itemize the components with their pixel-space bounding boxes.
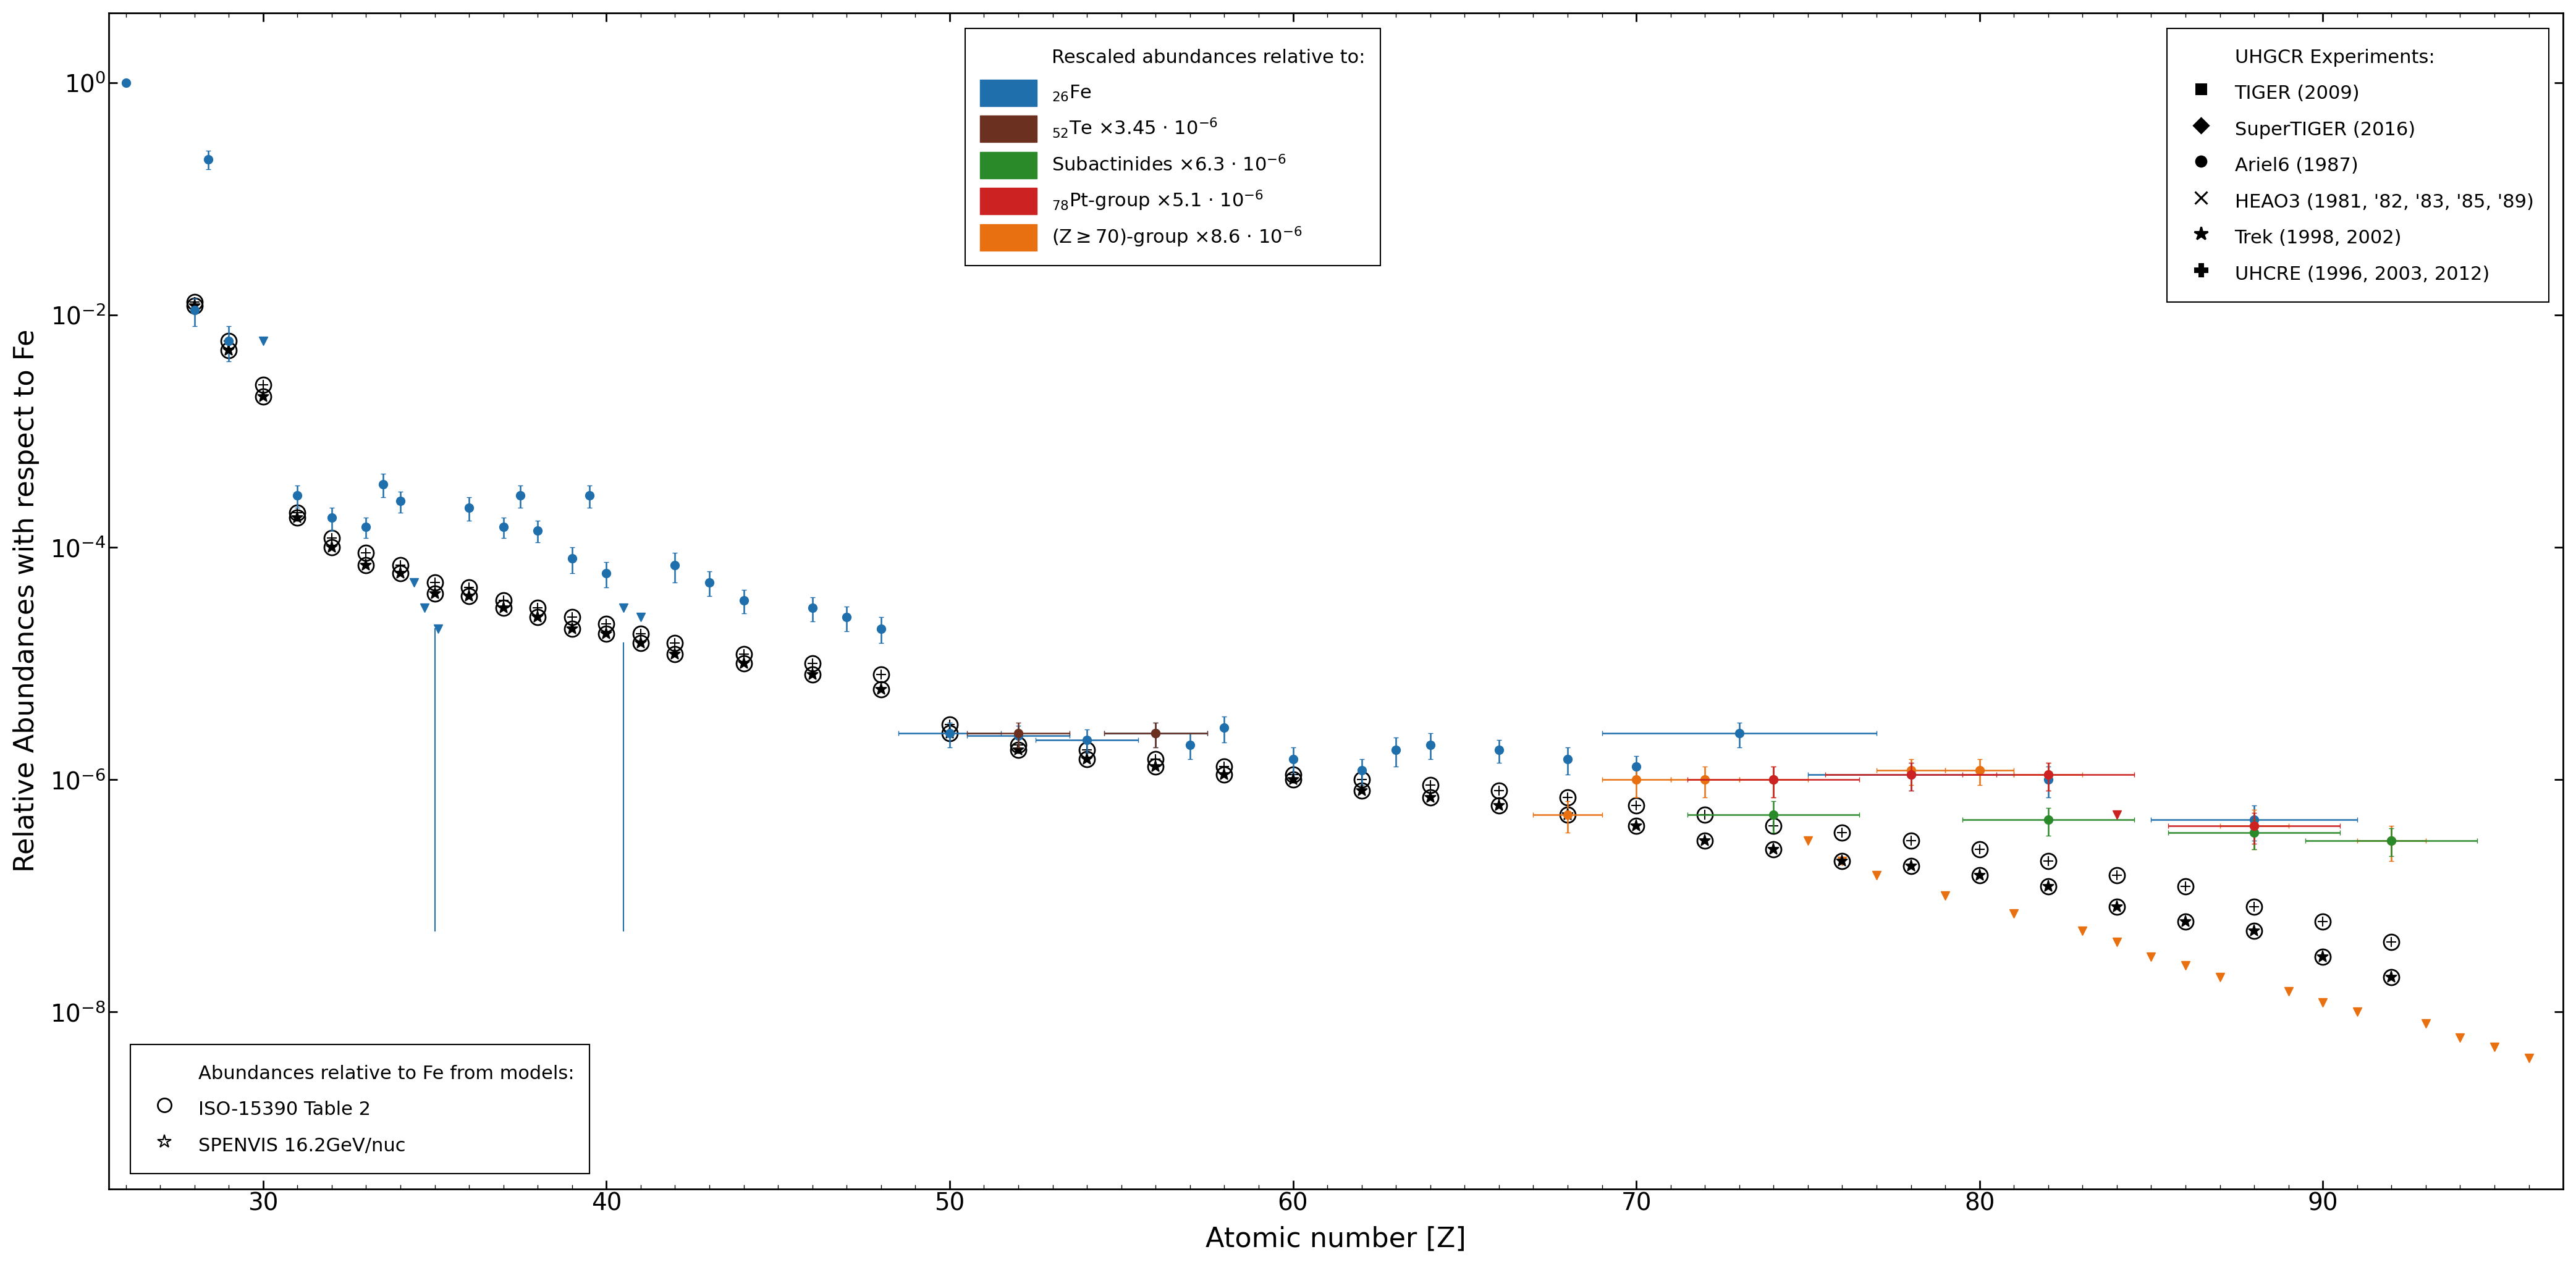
Y-axis label: Relative Abundances with respect to Fe: Relative Abundances with respect to Fe	[13, 329, 39, 873]
Legend: Abundances relative to Fe from models:, ISO-15390 Table 2, SPENVIS 16.2GeV/nuc: Abundances relative to Fe from models:, …	[131, 1045, 590, 1174]
X-axis label: Atomic number [Z]: Atomic number [Z]	[1206, 1226, 1466, 1252]
